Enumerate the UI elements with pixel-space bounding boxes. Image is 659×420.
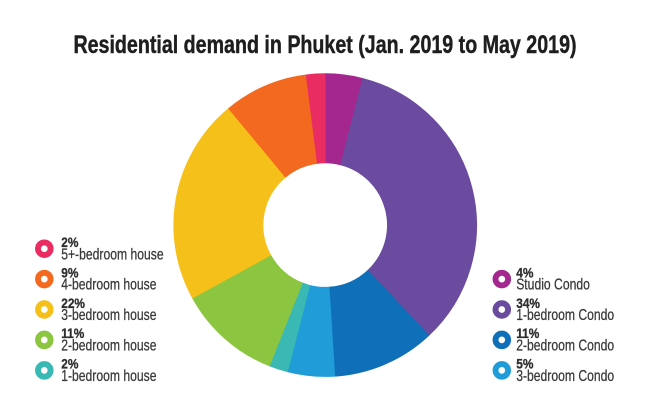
svg-text:1-bedroom house: 1-bedroom house (61, 367, 157, 385)
svg-text:4%: 4% (516, 264, 534, 280)
svg-text:Studio Condo: Studio Condo (516, 275, 590, 293)
svg-text:9%: 9% (61, 264, 79, 280)
svg-text:5+-bedroom house: 5+-bedroom house (61, 245, 164, 263)
svg-text:11%: 11% (516, 325, 540, 341)
svg-text:2-bedroom house: 2-bedroom house (61, 336, 157, 354)
svg-text:2%: 2% (61, 356, 79, 372)
svg-text:4-bedroom house: 4-bedroom house (61, 275, 157, 293)
svg-text:34%: 34% (516, 295, 540, 311)
svg-text:11%: 11% (61, 325, 85, 341)
svg-text:2-bedroom Condo: 2-bedroom Condo (516, 336, 614, 354)
svg-text:3-bedroom Condo: 3-bedroom Condo (516, 367, 614, 385)
svg-text:1-bedroom Condo: 1-bedroom Condo (516, 306, 614, 324)
svg-text:3-bedroom house: 3-bedroom house (61, 306, 157, 324)
svg-text:2%: 2% (61, 234, 79, 250)
svg-text:Residential demand in Phuket (: Residential demand in Phuket (Jan. 2019 … (73, 31, 576, 59)
svg-text:22%: 22% (61, 295, 85, 311)
svg-text:5%: 5% (516, 356, 534, 372)
